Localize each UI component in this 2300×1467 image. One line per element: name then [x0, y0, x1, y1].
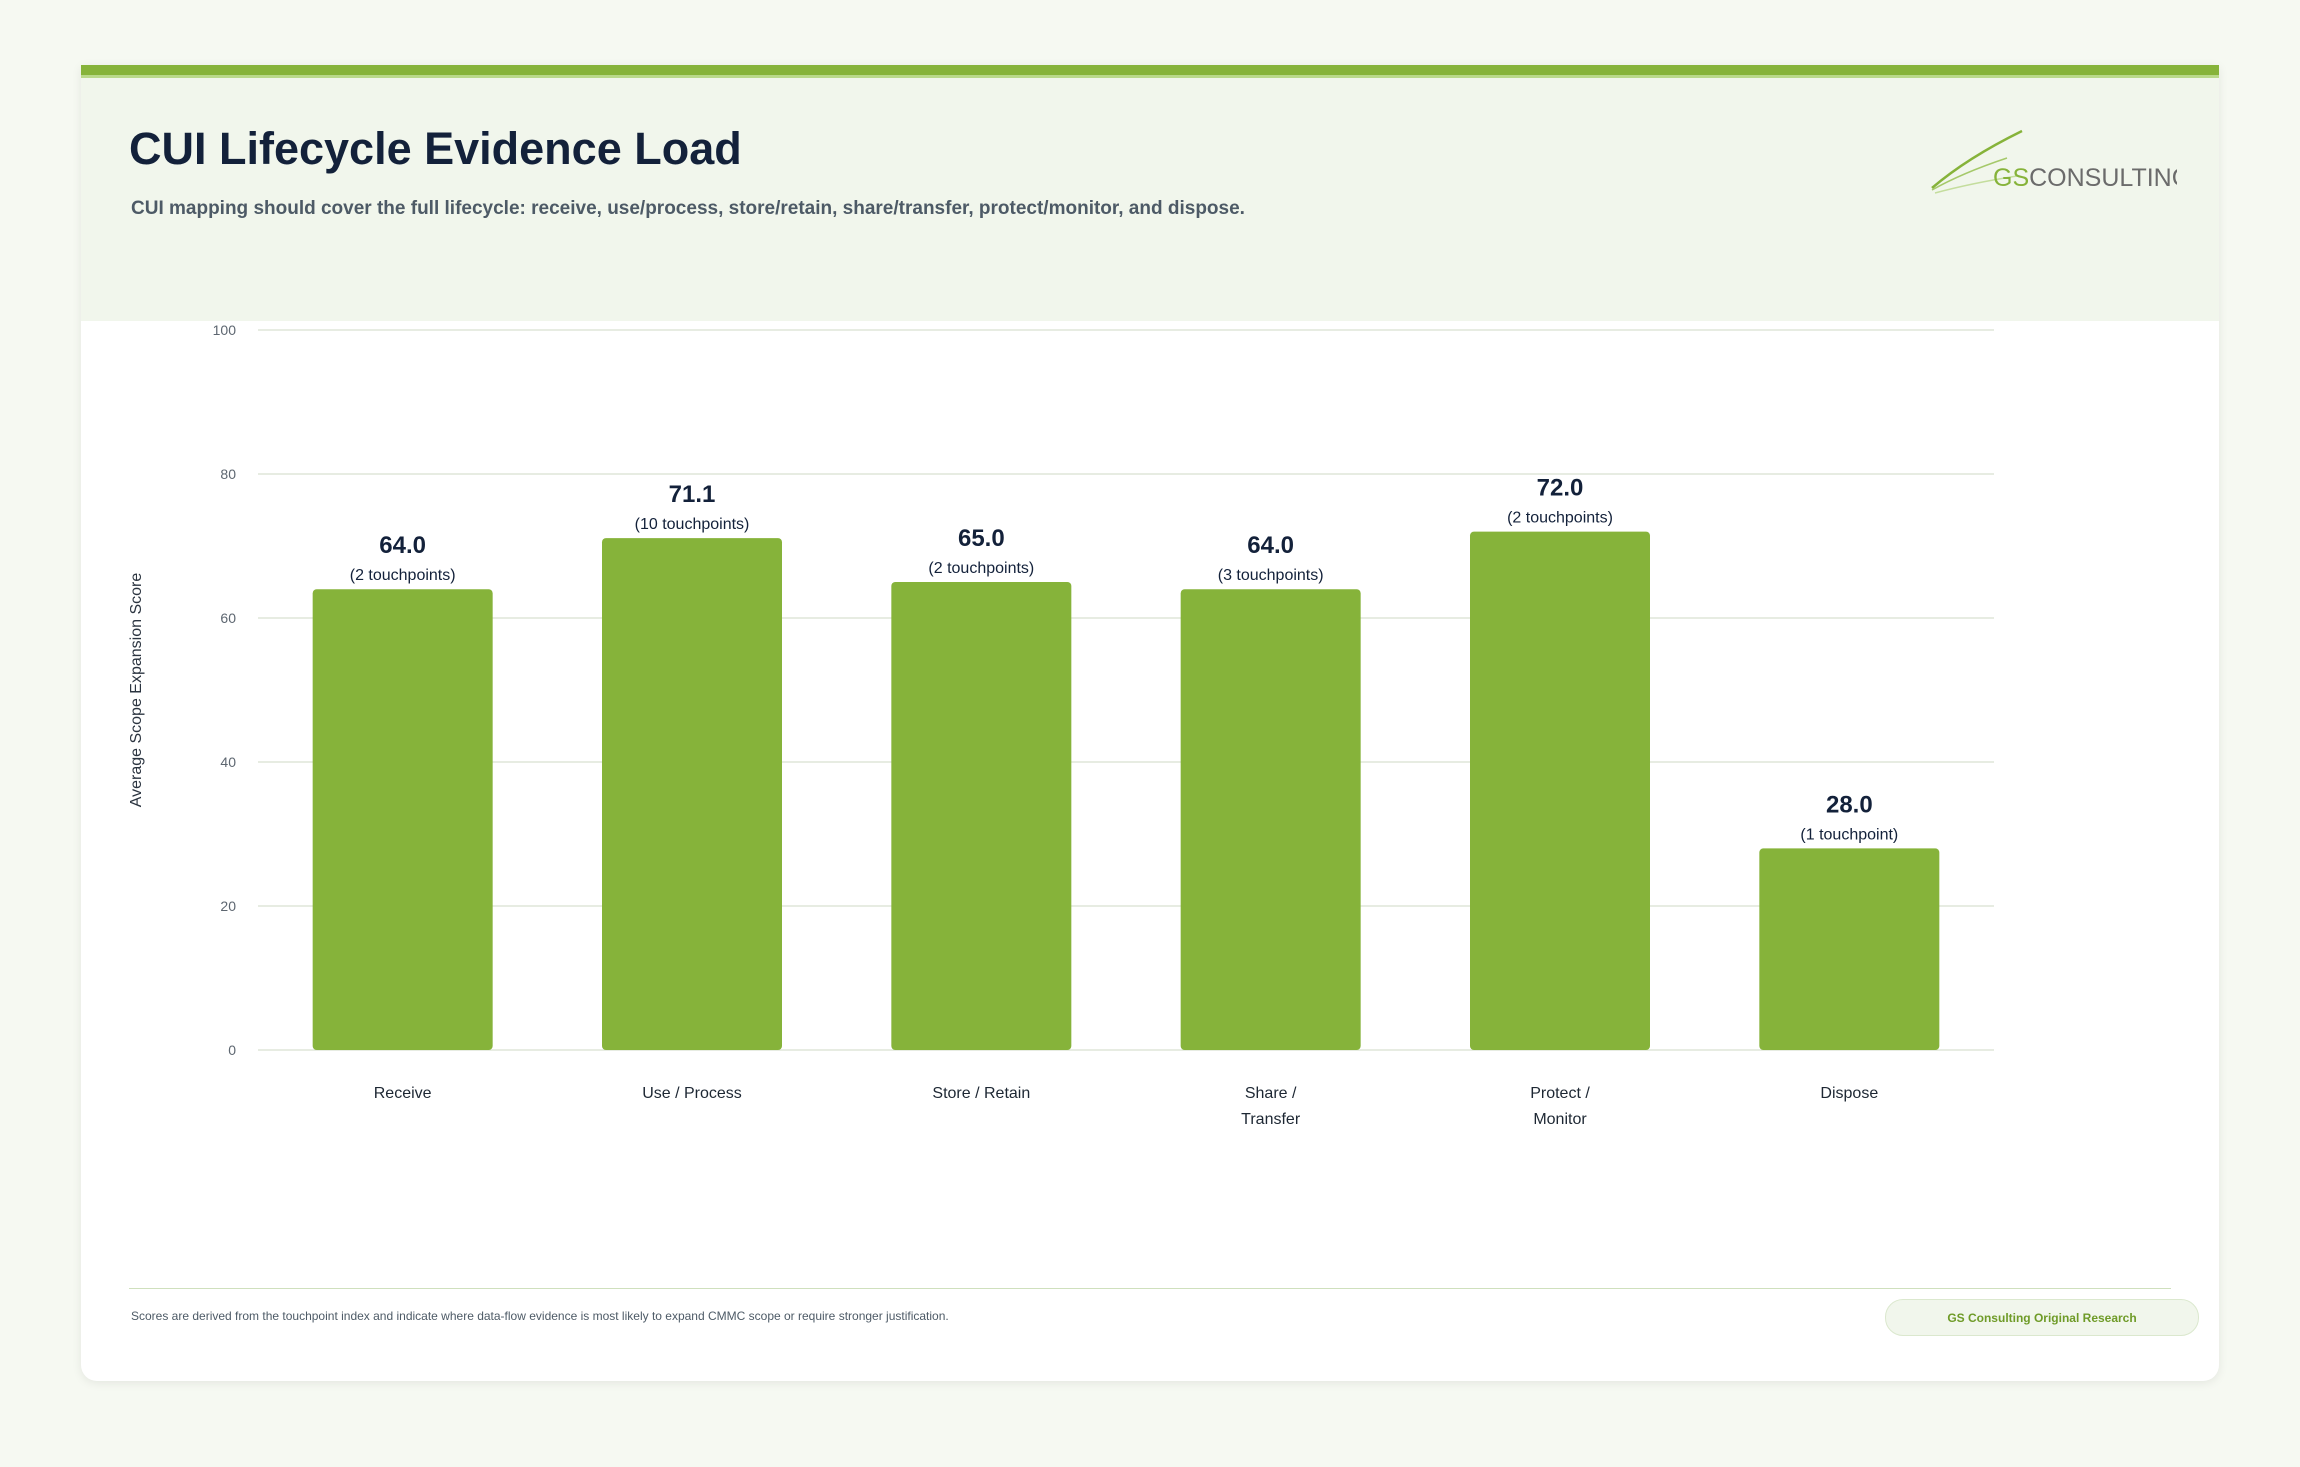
- header-panel: CUI Lifecycle Evidence Load CUI mapping …: [81, 78, 2219, 321]
- svg-text:GSCONSULTING: GSCONSULTING: [1993, 164, 2177, 192]
- x-tick-label: Share /: [1245, 1085, 1297, 1102]
- y-tick-label: 40: [220, 754, 236, 770]
- bar-touchpoints-label: (2 touchpoints): [1507, 510, 1613, 527]
- y-axis-label: Average Scope Expansion Score: [128, 573, 145, 808]
- page-title: CUI Lifecycle Evidence Load: [129, 123, 742, 174]
- research-badge: GS Consulting Original Research: [1885, 1299, 2199, 1336]
- bar-value-label: 65.0: [958, 525, 1005, 552]
- y-tick-label: 20: [220, 898, 236, 914]
- bar: [891, 582, 1072, 1050]
- logo-text-consulting: CONSULTING: [2029, 164, 2177, 192]
- bar-value-label: 64.0: [1247, 532, 1294, 559]
- x-tick-label: Store / Retain: [932, 1085, 1030, 1102]
- x-tick-label: Receive: [374, 1085, 432, 1102]
- bar-value-label: 71.1: [669, 481, 716, 508]
- bar-touchpoints-label: (10 touchpoints): [635, 516, 750, 533]
- bar-chart: 0 20 40 60 80 100 Average Scope Expansion Scor…: [128, 322, 1994, 1128]
- accent-bar: [81, 65, 2219, 75]
- x-tick-label: Use / Process: [642, 1085, 742, 1102]
- x-tick-label: Monitor: [1533, 1111, 1587, 1128]
- x-tick-label: Transfer: [1241, 1111, 1301, 1128]
- y-tick-label: 0: [228, 1042, 236, 1058]
- y-tick-label: 100: [213, 322, 237, 338]
- logo-text-gs: GS: [1993, 164, 2029, 192]
- gs-consulting-logo: GSCONSULTING: [1931, 129, 2177, 194]
- x-tick-label: Dispose: [1820, 1085, 1878, 1102]
- footer-divider: [129, 1288, 2171, 1289]
- y-tick-label: 80: [220, 466, 236, 482]
- bar: [312, 589, 493, 1050]
- bar: [1470, 531, 1650, 1050]
- bar-touchpoints-label: (3 touchpoints): [1218, 567, 1324, 584]
- bar-touchpoints-label: (2 touchpoints): [350, 567, 456, 584]
- x-tick-label: Protect /: [1530, 1085, 1590, 1102]
- bar-touchpoints-label: (2 touchpoints): [928, 560, 1034, 577]
- page-subtitle: CUI mapping should cover the full lifecy…: [131, 198, 1245, 219]
- bar-value-label: 72.0: [1537, 475, 1584, 502]
- accent-bar-thin: [81, 75, 2219, 78]
- footnote: Scores are derived from the touchpoint i…: [131, 1309, 949, 1323]
- bar: [1759, 848, 1940, 1050]
- bar-touchpoints-label: (1 touchpoint): [1800, 826, 1898, 843]
- bar: [1180, 589, 1361, 1050]
- bar: [602, 538, 782, 1050]
- bar-value-label: 64.0: [379, 532, 426, 559]
- y-tick-label: 60: [220, 610, 236, 626]
- report-card: CUI Lifecycle Evidence Load CUI mapping …: [81, 65, 2219, 1381]
- bar-value-label: 28.0: [1826, 791, 1873, 818]
